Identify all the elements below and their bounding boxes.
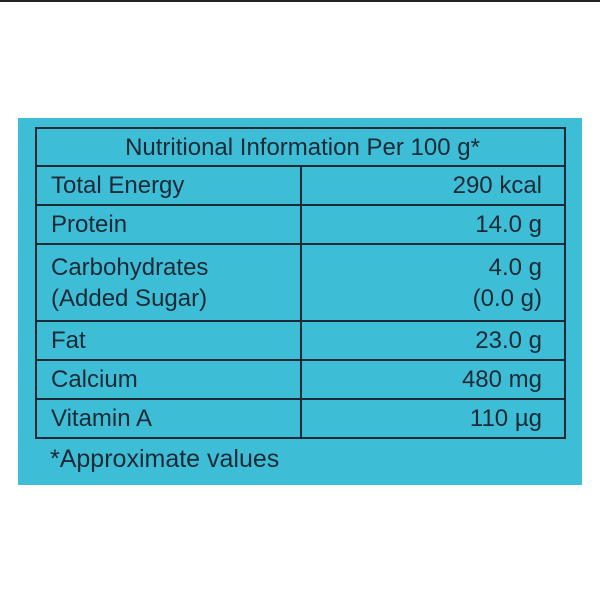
amount-line: 290 kcal <box>452 172 542 199</box>
nutrient-amount: 480 mg <box>299 359 566 400</box>
name-line: Fat <box>51 327 86 354</box>
name-line: Vitamin A <box>51 405 152 432</box>
nutrition-table: Nutritional Information Per 100 g* Total… <box>35 127 566 439</box>
amount-line: 480 mg <box>461 366 542 393</box>
amount-line: 14.0 g <box>475 211 542 238</box>
amount-line: (0.0 g) <box>472 284 542 312</box>
name-line: Protein <box>51 211 128 238</box>
label-panel: Nutritional Information Per 100 g* Total… <box>18 118 582 485</box>
name-line: Carbohydrates <box>51 253 209 281</box>
table-title: Nutritional Information Per 100 g* <box>35 127 566 167</box>
nutrient-name: Fat <box>35 320 302 361</box>
nutrient-amount: 290 kcal <box>299 165 566 206</box>
title-row: Nutritional Information Per 100 g* <box>35 127 566 167</box>
amount-line: 23.0 g <box>475 327 542 354</box>
nutrient-amount: 4.0 g (0.0 g) <box>299 243 566 322</box>
nutrient-row: Vitamin A 110 µg <box>35 398 566 439</box>
top-border <box>0 0 600 2</box>
nutrient-name: Carbohydrates (Added Sugar) <box>35 243 302 322</box>
footnote: *Approximate values <box>50 445 280 473</box>
nutrient-row: Total Energy 290 kcal <box>35 165 566 206</box>
name-line: (Added Sugar) <box>51 284 208 312</box>
nutrient-name: Total Energy <box>35 165 302 206</box>
nutrient-row: Fat 23.0 g <box>35 320 566 361</box>
nutrient-row: Calcium 480 mg <box>35 359 566 400</box>
nutrient-row: Carbohydrates (Added Sugar) 4.0 g (0.0 g) <box>35 243 566 322</box>
nutrient-row: Protein 14.0 g <box>35 204 566 245</box>
nutrient-name: Vitamin A <box>35 398 302 439</box>
amount-line: 4.0 g <box>488 253 542 281</box>
nutrient-amount: 14.0 g <box>299 204 566 245</box>
name-line: Total Energy <box>51 172 185 199</box>
nutrient-amount: 23.0 g <box>299 320 566 361</box>
nutrient-amount: 110 µg <box>299 398 566 439</box>
nutrient-name: Protein <box>35 204 302 245</box>
name-line: Calcium <box>51 366 138 393</box>
amount-line: 110 µg <box>469 405 542 432</box>
nutrient-name: Calcium <box>35 359 302 400</box>
